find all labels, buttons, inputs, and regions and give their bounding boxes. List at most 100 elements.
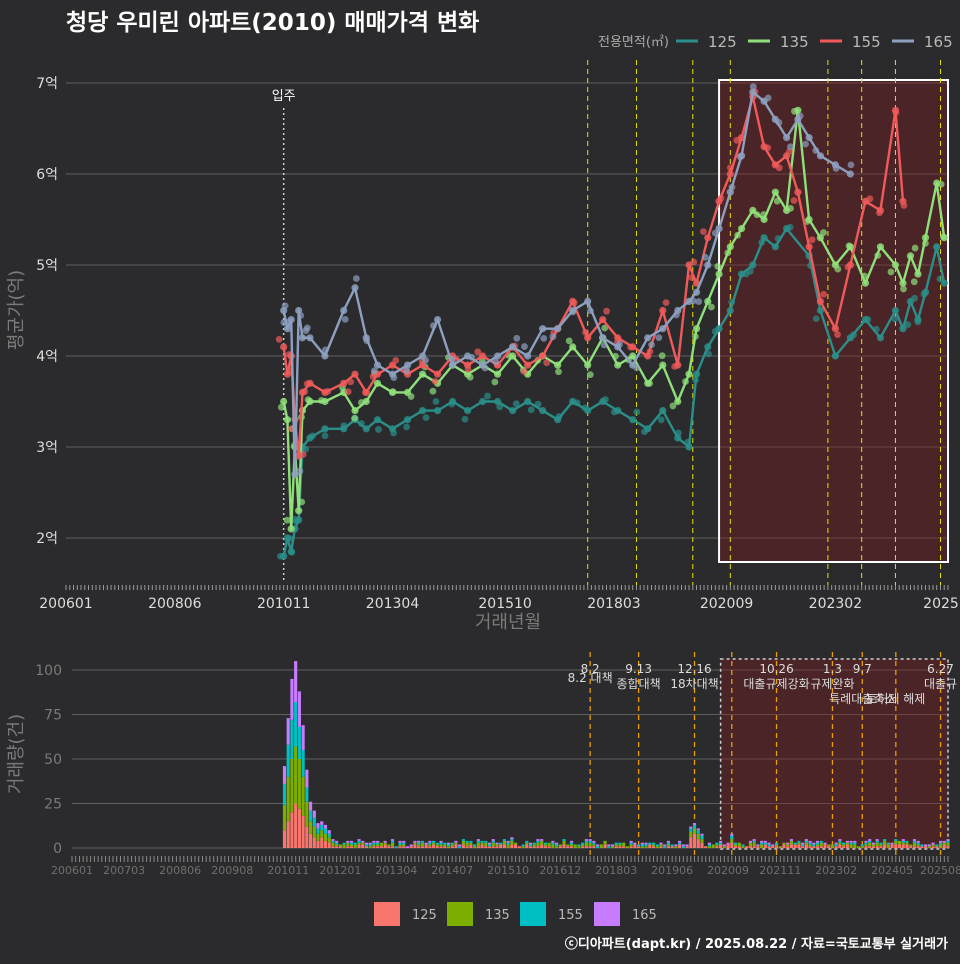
price-point-135: [737, 225, 746, 233]
volume-bar-segment-155: [510, 839, 514, 841]
volume-bar-segment-165: [771, 844, 775, 847]
volume-bar-segment-125: [465, 846, 469, 848]
price-x-tick-label: 2025: [923, 596, 959, 612]
volume-bar: [346, 840, 350, 848]
volume-bar-segment-155: [618, 842, 622, 845]
volume-bar-segment-135: [469, 842, 473, 845]
volume-bar-segment-165: [681, 844, 685, 847]
volume-bar-segment-155: [487, 844, 492, 847]
volume-bar-segment-135: [577, 846, 581, 848]
volume-bar: [473, 844, 477, 848]
price-scatter-point-135: [773, 197, 781, 205]
volume-bar: [394, 846, 398, 848]
price-scatter-point-155: [369, 373, 377, 380]
price-scatter-point-165: [363, 337, 371, 345]
volume-bar: [789, 839, 794, 848]
volume-bar-segment-155: [465, 840, 469, 843]
volume-bar-segment-135: [521, 846, 525, 848]
price-legend-label-135: 135: [780, 33, 809, 51]
price-scatter-point-135: [937, 180, 945, 188]
volume-bar-segment-135: [327, 837, 331, 843]
volume-bar-segment-125: [704, 846, 708, 848]
price-point-125: [749, 261, 757, 269]
volume-bar-segment-155: [342, 842, 346, 845]
volume-bar: [875, 839, 879, 848]
price-scatter-point-125: [496, 403, 504, 411]
volume-bar: [670, 844, 674, 848]
price-scatter-point-155: [808, 236, 816, 244]
volume-bar-segment-125: [614, 846, 618, 848]
volume-bar-segment-155: [499, 842, 503, 845]
price-point-135: [418, 370, 427, 378]
volume-bar: [663, 844, 667, 848]
price-point-125: [816, 306, 824, 315]
price-scatter-point-155: [900, 202, 908, 209]
volume-bar-segment-165: [801, 842, 805, 845]
volume-bar: [316, 823, 320, 848]
price-point-125: [418, 407, 427, 415]
volume-bar-segment-135: [655, 846, 659, 848]
volume-bar-segment-165: [692, 823, 697, 825]
price-point-155: [539, 352, 547, 360]
volume-bar: [830, 844, 835, 848]
volume-bar-segment-165: [308, 801, 313, 811]
volume-x-tick-label: 201407: [431, 864, 473, 877]
volume-bar-segment-135: [760, 844, 764, 848]
volume-bar: [465, 840, 469, 848]
volume-bar-segment-125: [379, 846, 383, 848]
volume-bar-segment-135: [856, 846, 861, 848]
price-point-125: [494, 397, 502, 406]
volume-bar: [715, 842, 719, 848]
price-point-135: [921, 234, 930, 242]
volume-bar-segment-155: [842, 842, 846, 845]
price-point-135: [715, 270, 723, 278]
price-scatter-point-135: [787, 204, 794, 212]
volume-bar-segment-125: [588, 846, 592, 848]
volume-bar-segment-165: [487, 842, 492, 845]
volume-bar-segment-135: [864, 844, 868, 847]
volume-bar: [860, 844, 864, 848]
volume-bar-segment-125: [883, 844, 887, 848]
volume-bar-segment-135: [566, 844, 570, 847]
volume-bar-segment-125: [890, 844, 894, 848]
volume-bar: [625, 846, 630, 848]
price-point-135: [876, 243, 885, 251]
volume-bar: [856, 846, 861, 848]
price-point-135: [726, 243, 734, 251]
volume-bar: [849, 840, 853, 848]
volume-x-tick-label: 201510: [487, 864, 529, 877]
volume-bar-segment-125: [286, 821, 290, 848]
volume-bar-segment-135: [610, 846, 615, 848]
volume-bar-segment-135: [797, 842, 801, 845]
volume-bar: [603, 840, 607, 848]
volume-bar: [890, 842, 894, 848]
volume-bar-segment-165: [610, 844, 615, 847]
policy-name-label: 특례대출축소: [829, 692, 895, 706]
price-point-125: [403, 416, 412, 424]
price-scatter-point-165: [352, 275, 360, 282]
volume-bar-segment-135: [443, 844, 447, 847]
volume-bar-segment-125: [797, 844, 801, 848]
volume-bar-segment-135: [625, 846, 630, 848]
volume-bar-segment-165: [838, 839, 842, 841]
volume-bar-segment-135: [842, 844, 846, 847]
policy-date-label: 12.16: [677, 662, 711, 676]
price-scatter-point-135: [429, 387, 437, 395]
volume-bar: [510, 837, 514, 848]
price-point-125: [362, 425, 370, 433]
volume-bar-segment-165: [722, 844, 726, 847]
price-scatter-point-165: [689, 297, 697, 305]
price-scatter-point-125: [534, 400, 542, 408]
volume-bar-segment-125: [536, 846, 540, 848]
volume-bar: [525, 840, 529, 848]
volume-bar-segment-125: [439, 846, 443, 848]
price-y-tick-label: 2억: [36, 531, 58, 547]
price-scatter-point-165: [586, 307, 594, 315]
volume-bar-segment-155: [819, 840, 823, 843]
price-scatter-point-125: [375, 426, 382, 433]
volume-bar-segment-165: [912, 839, 917, 841]
price-scatter-point-135: [845, 242, 853, 250]
volume-bar: [618, 842, 622, 848]
volume-bar: [383, 840, 387, 848]
volume-bar-segment-165: [938, 840, 943, 843]
